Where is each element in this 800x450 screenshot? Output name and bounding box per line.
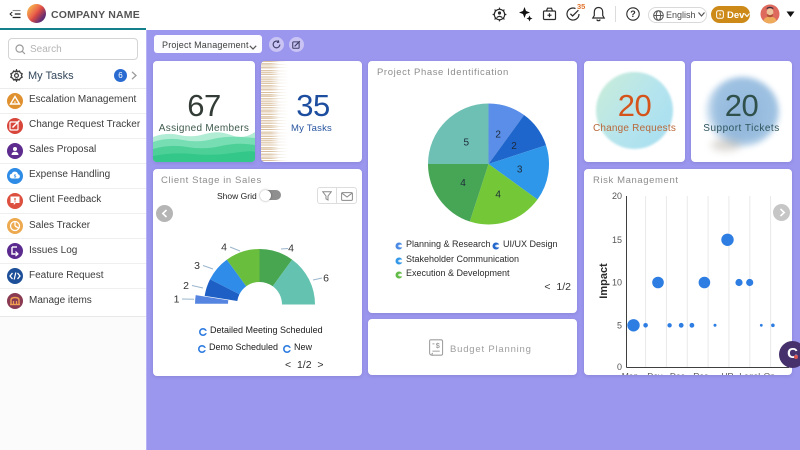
- svg-text:Op...: Op...: [764, 371, 782, 375]
- svg-text:0: 0: [617, 362, 622, 372]
- svg-text:4: 4: [288, 243, 294, 255]
- svg-text:HR: HR: [721, 371, 733, 375]
- svg-text:2: 2: [511, 141, 517, 152]
- svg-text:6: 6: [323, 273, 329, 285]
- svg-text:Dev...: Dev...: [647, 371, 669, 375]
- svg-text:4: 4: [460, 178, 466, 189]
- svg-text:Des...: Des...: [670, 371, 692, 375]
- svg-text:4: 4: [495, 189, 501, 200]
- svg-text:3: 3: [194, 260, 200, 272]
- svg-text:5: 5: [464, 137, 470, 148]
- svg-text:15: 15: [612, 235, 622, 245]
- svg-text:4: 4: [221, 242, 227, 254]
- svg-text:5: 5: [617, 320, 622, 330]
- svg-text:?: ?: [630, 9, 636, 19]
- svg-text:Legal: Legal: [739, 371, 760, 375]
- svg-text:Man...: Man...: [622, 371, 646, 375]
- svg-text:2: 2: [183, 280, 189, 292]
- svg-text:$: $: [14, 173, 17, 178]
- svg-text:Res...: Res...: [693, 371, 715, 375]
- svg-text:2: 2: [495, 130, 501, 141]
- svg-text:$: $: [436, 341, 440, 350]
- svg-text:20: 20: [612, 191, 622, 201]
- svg-text:3: 3: [517, 164, 523, 175]
- svg-text:1: 1: [174, 294, 180, 306]
- svg-text:10: 10: [612, 278, 622, 288]
